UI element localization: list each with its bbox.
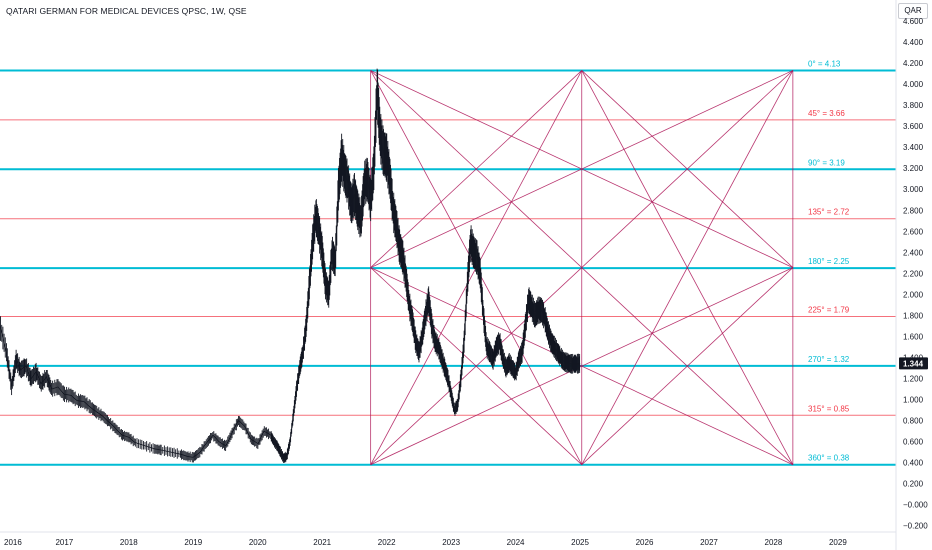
y-tick-label: 3.200 (903, 164, 924, 173)
gann-level-label: 180° = 2.25 (808, 257, 850, 266)
y-tick-label: −0.000 (903, 501, 928, 510)
gann-level-label: 90° = 3.19 (808, 158, 845, 167)
gann-fan-line (370, 70, 583, 268)
y-tick-label: 1.000 (903, 396, 924, 405)
gann-level-label: 45° = 3.66 (808, 109, 845, 118)
y-tick-label: 0.600 (903, 438, 924, 447)
gann-level-label: 360° = 0.38 (808, 454, 850, 463)
y-tick-label: 2.400 (903, 248, 924, 257)
gann-level-label: 135° = 2.72 (808, 208, 850, 217)
y-tick-label: 2.600 (903, 227, 924, 236)
x-tick-label: 2023 (442, 538, 460, 547)
x-tick-label: 2017 (55, 538, 73, 547)
x-tick-label: 2022 (378, 538, 396, 547)
price-line (0, 89, 581, 459)
gann-level-labels: 0° = 4.13 45° = 3.66 90° = 3.19 135° = 2.72… (808, 59, 850, 462)
x-tick-label: 2029 (829, 538, 847, 547)
last-price-tag-bg (899, 357, 928, 370)
x-tick-label: 2024 (507, 538, 525, 547)
x-tick-label: 2016 (4, 538, 22, 547)
y-tick-label: 0.200 (903, 480, 924, 489)
x-tick-label: 2020 (249, 538, 267, 547)
y-tick-label: 4.000 (903, 80, 924, 89)
x-tick-label: 2027 (700, 538, 718, 547)
chart-title: QATARI GERMAN FOR MEDICAL DEVICES QPSC, … (6, 6, 247, 16)
currency-button[interactable]: QAR (898, 3, 928, 19)
last-price-tag: 1.344 (899, 357, 928, 370)
y-tick-label: 4.600 (903, 17, 924, 26)
y-tick-label: 4.200 (903, 59, 924, 68)
x-tick-label: 2021 (313, 538, 331, 547)
y-tick-label: 0.800 (903, 417, 924, 426)
y-tick-label: 2.200 (903, 269, 924, 278)
gann-fan-line (581, 70, 794, 465)
y-tick-label: 0.400 (903, 459, 924, 468)
gann-fan-line (370, 70, 794, 466)
gann-fan-line (581, 70, 794, 268)
y-tick-label: 3.400 (903, 143, 924, 152)
y-tick-label: −0.200 (903, 522, 928, 531)
y-tick-label: 1.800 (903, 311, 924, 320)
gann-level-lines (0, 69, 896, 466)
last-price-label: 1.344 (903, 359, 924, 368)
y-tick-label: 4.400 (903, 38, 924, 47)
y-tick-label: 1.600 (903, 332, 924, 341)
gann-fan-line (370, 267, 794, 466)
gann-level-label: 315° = 0.85 (808, 404, 850, 413)
y-tick-label: 3.800 (903, 101, 924, 110)
x-tick-label: 2026 (636, 538, 654, 547)
y-tick-label: 2.800 (903, 206, 924, 215)
y-tick-label: 2.000 (903, 290, 924, 299)
y-tick-label: 1.200 (903, 374, 924, 383)
y-tick-label: 3.000 (903, 185, 924, 194)
x-tick-label: 2018 (120, 538, 138, 547)
gann-level-label: 0° = 4.13 (808, 59, 841, 68)
x-tick-label: 2028 (765, 538, 783, 547)
time-axis[interactable]: 2016 2017 2018 2019 2020 2021 2022 2023 2024 2025… (4, 538, 847, 547)
gann-fan-line (370, 70, 794, 268)
gann-level-label: 225° = 1.79 (808, 305, 850, 314)
gann-fan-lines (370, 70, 794, 466)
y-tick-label: 3.600 (903, 122, 924, 131)
x-tick-label: 2025 (571, 538, 589, 547)
gann-fan-line (581, 267, 794, 466)
gann-level-label: 270° = 1.32 (808, 355, 850, 364)
x-tick-label: 2019 (184, 538, 202, 547)
gann-fan-line (370, 267, 583, 466)
price-series (0, 68, 581, 464)
price-axis[interactable]: 4.600 4.400 4.200 4.000 3.800 3.600 3.400 3.200… (903, 17, 928, 531)
